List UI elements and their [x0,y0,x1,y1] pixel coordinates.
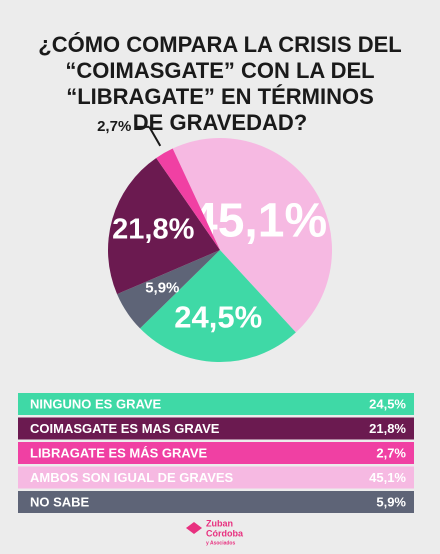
slice-label: 21,8% [112,213,194,245]
logo-text: Córdoba [206,528,244,538]
title-line: “LIBRAGATE” EN TÉRMINOS [66,84,374,109]
logo-text: Zuban [206,518,233,528]
legend-row [18,417,414,440]
pie-slice [140,250,296,362]
logo-sub: y Asociados [206,540,235,546]
title-line: ¿CÓMO COMPARA LA CRISIS DEL [38,32,401,57]
legend-row [18,491,414,513]
pie-slice [117,250,220,329]
legend-value: 21,8% [369,421,406,436]
pie-slice [172,138,332,333]
title-line: “COIMASGATE” CON LA DEL [65,58,374,83]
logo: Zuban Córdoba y Asociados [186,518,244,546]
pie-slice [156,148,220,250]
legend-value: 5,9% [376,494,406,509]
legend-row [18,393,414,415]
legend-value: 2,7% [376,445,406,460]
logo-icon [186,522,202,534]
legend-label: NINGUNO ES GRAVE [30,396,162,411]
legend-row [18,442,414,464]
slice-label: 2,7% [97,118,131,135]
legend-label: AMBOS SON IGUAL DE GRAVES [30,470,234,485]
slice-label: 5,9% [145,280,179,297]
legend-row [18,466,414,489]
leader-line [148,126,162,147]
title: ¿CÓMO COMPARA LA CRISIS DEL “COIMASGATE”… [38,32,401,135]
legend-label: COIMASGATE ES MAS GRAVE [30,421,220,436]
pie-slice [108,157,220,295]
legend-label: LIBRAGATE ES MÁS GRAVE [30,445,208,460]
legend-value: 45,1% [369,470,406,485]
legend-value: 24,5% [369,396,406,411]
slice-label: 24,5% [174,300,262,335]
legend-label: NO SABE [30,494,90,509]
title-line: DE GRAVEDAD? [133,110,307,135]
